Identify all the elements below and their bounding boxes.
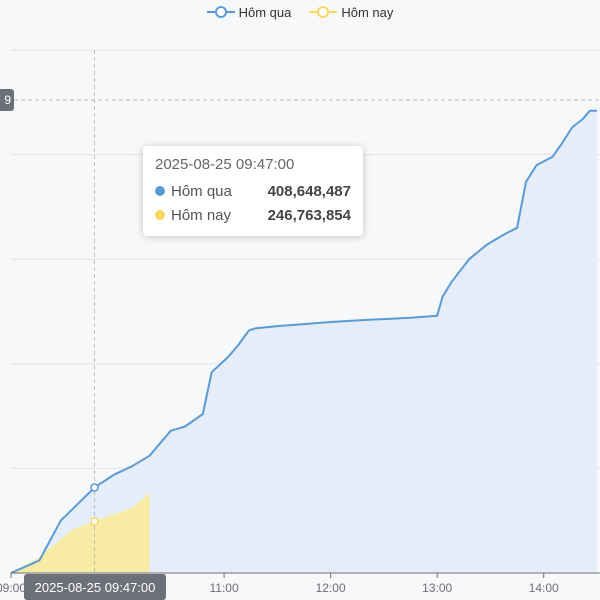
x-tick-label: 11:00 (210, 581, 239, 595)
series-area-0 (11, 110, 597, 573)
hover-marker-0 (90, 483, 99, 492)
tooltip-series-value: 408,648,487 (267, 182, 351, 200)
legend-item-yesterday[interactable]: Hôm qua (206, 2, 292, 22)
legend-item-today[interactable]: Hôm nay (309, 2, 393, 22)
x-axis: 09:00 11:00 12:00 13:00 14:00 (0, 572, 600, 595)
x-axis-pointer-label: 2025-08-25 09:47:00 (24, 574, 166, 600)
tooltip-series-name: Hôm nay (171, 206, 232, 224)
series-areas (11, 110, 597, 573)
tooltip-series-name: Hôm qua (171, 182, 232, 200)
legend-label-today: Hôm nay (341, 4, 394, 20)
tooltip-row-yesterday: Hôm qua 408,648,487 (155, 179, 351, 203)
hover-markers (90, 483, 99, 526)
x-tick-label: 09:00 (0, 581, 26, 595)
legend: Hôm qua Hôm nay (0, 2, 600, 22)
legend-label-yesterday: Hôm qua (238, 4, 292, 20)
legend-line-circle-icon (309, 6, 338, 18)
series-area-1 (11, 492, 150, 573)
tooltip-title: 2025-08-25 09:47:00 (155, 156, 295, 173)
x-tick-label: 12:00 (316, 581, 346, 595)
tooltip-series-value: 246,763,854 (267, 206, 351, 224)
x-tick-label: 13:00 (422, 581, 452, 595)
series-dot-icon (155, 210, 165, 220)
tooltip-row-today: Hôm nay 246,763,854 (155, 203, 351, 227)
y-axis-pointer-label: 9 (0, 89, 14, 111)
x-tick-label: 14:00 (529, 581, 559, 595)
series-lines (10, 109, 597, 574)
legend-line-circle-icon (206, 6, 235, 18)
tooltip: 2025-08-25 09:47:00 Hôm qua 408,648,487 … (143, 146, 363, 236)
series-line-0 (10, 109, 597, 574)
hover-marker-1 (90, 517, 99, 526)
series-dot-icon (155, 186, 165, 196)
